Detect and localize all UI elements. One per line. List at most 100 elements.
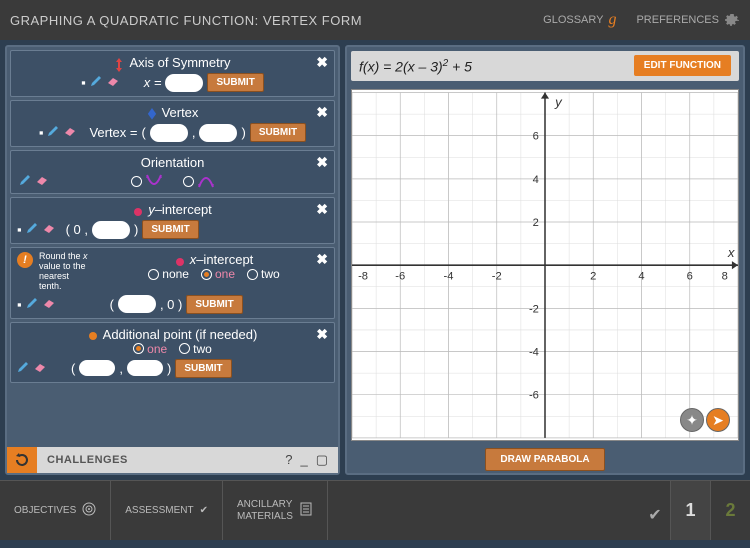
close-icon[interactable]: ✖ <box>316 154 328 171</box>
svg-text:2: 2 <box>590 270 596 282</box>
page-2-button[interactable]: 2 <box>710 481 750 540</box>
maximize-icon[interactable]: ▢ <box>316 452 328 468</box>
svg-text:6: 6 <box>687 270 693 282</box>
vertex-panel: ✖ Vertex ▪ Vertex = ( , <box>10 100 335 147</box>
refresh-button[interactable] <box>7 447 37 473</box>
axis-input[interactable] <box>165 74 203 92</box>
eraser-icon[interactable] <box>33 361 47 376</box>
axis-panel: ✖ Axis of Symmetry ▪ x = SUBMIT <box>10 50 335 97</box>
objectives-tab[interactable]: OBJECTIVES <box>0 481 111 540</box>
xint-submit-button[interactable]: SUBMIT <box>186 295 242 314</box>
xintercept-panel: ✖ ! Round the x value to the nearest ten… <box>10 247 335 319</box>
xint-two-option[interactable]: two <box>247 267 280 281</box>
orientation-down-option[interactable] <box>183 173 215 189</box>
eraser-icon[interactable] <box>42 297 56 312</box>
eraser-icon[interactable] <box>35 174 49 189</box>
check-column: ✔ <box>640 497 670 525</box>
assessment-tab[interactable]: ASSESSMENT ✔ <box>111 481 223 540</box>
vertex-y-input[interactable] <box>199 124 237 142</box>
pencil-icon[interactable] <box>26 222 38 237</box>
eraser-icon[interactable] <box>106 75 120 90</box>
pencil-icon[interactable] <box>17 361 29 376</box>
glossary-icon: g <box>608 11 616 29</box>
svg-text:-2: -2 <box>529 303 539 315</box>
vertex-submit-button[interactable]: SUBMIT <box>250 123 306 142</box>
addpt-y-input[interactable] <box>127 360 163 376</box>
list-icon[interactable]: ▪ <box>81 75 86 90</box>
pencil-icon[interactable] <box>47 125 59 140</box>
svg-text:-8: -8 <box>358 270 368 282</box>
xint-none-option[interactable]: none <box>148 267 189 281</box>
svg-text:x: x <box>727 245 735 260</box>
list-icon[interactable]: ▪ <box>17 297 22 312</box>
challenges-bar[interactable]: CHALLENGES ? _ ▢ <box>37 447 338 473</box>
glossary-button[interactable]: GLOSSARY g <box>543 11 616 29</box>
xint-input[interactable] <box>118 295 156 313</box>
addpt-two-option[interactable]: two <box>179 342 212 356</box>
pencil-icon[interactable] <box>26 297 38 312</box>
pencil-icon[interactable] <box>90 75 102 90</box>
addpt-marker-icon <box>88 329 98 339</box>
input-panel: ✖ Axis of Symmetry ▪ x = SUBMIT <box>5 45 340 475</box>
close-icon[interactable]: ✖ <box>316 104 328 121</box>
orientation-up-option[interactable] <box>131 173 163 189</box>
equation-display: f(x) = 2(x – 3)2 + 5 <box>359 58 634 75</box>
draw-parabola-button[interactable]: DRAW PARABOLA <box>485 448 604 471</box>
close-icon[interactable]: ✖ <box>316 326 328 343</box>
svg-text:-4: -4 <box>444 270 454 282</box>
svg-text:8: 8 <box>722 270 728 282</box>
orientation-panel: ✖ Orientation <box>10 150 335 194</box>
yint-input[interactable] <box>92 221 130 239</box>
help-icon[interactable]: ? <box>285 452 292 468</box>
eraser-icon[interactable] <box>63 125 77 140</box>
gear-icon <box>724 12 740 28</box>
axis-title: Axis of Symmetry <box>129 55 230 70</box>
vertex-title: Vertex <box>162 105 199 120</box>
axis-marker-icon <box>114 58 124 68</box>
svg-text:4: 4 <box>638 270 644 282</box>
preferences-button[interactable]: PREFERENCES <box>636 12 740 28</box>
close-icon[interactable]: ✖ <box>316 201 328 218</box>
yint-submit-button[interactable]: SUBMIT <box>142 220 198 239</box>
svg-text:-4: -4 <box>529 346 539 358</box>
close-icon[interactable]: ✖ <box>316 251 328 268</box>
addpt-x-input[interactable] <box>79 360 115 376</box>
preferences-label: PREFERENCES <box>636 14 719 26</box>
close-icon[interactable]: ✖ <box>316 54 328 71</box>
svg-text:6: 6 <box>533 131 539 143</box>
svg-text:2: 2 <box>533 217 539 229</box>
orientation-title: Orientation <box>141 155 205 170</box>
parabola-down-icon <box>197 173 215 189</box>
vertex-x-input[interactable] <box>150 124 188 142</box>
page-title: GRAPHING A QUADRATIC FUNCTION: VERTEX FO… <box>10 13 523 28</box>
yint-marker-icon <box>133 205 143 215</box>
addpt-title: Additional point (if needed) <box>103 327 258 342</box>
addpt-one-option[interactable]: one <box>133 342 167 356</box>
addpt-submit-button[interactable]: SUBMIT <box>175 359 231 378</box>
challenges-label: CHALLENGES <box>47 454 285 466</box>
xint-one-option[interactable]: one <box>201 267 235 281</box>
zoom-button[interactable]: ✦ <box>680 408 704 432</box>
svg-text:-6: -6 <box>395 270 405 282</box>
axis-label: x = <box>144 75 162 90</box>
yintercept-panel: ✖ y–intercept ▪ ( 0 , ) SUBMIT <box>10 197 335 244</box>
svg-text:-2: -2 <box>492 270 502 282</box>
xint-marker-icon <box>175 255 185 265</box>
page-1-button[interactable]: 1 <box>670 481 710 540</box>
edit-function-button[interactable]: EDIT FUNCTION <box>634 55 731 76</box>
eraser-icon[interactable] <box>42 222 56 237</box>
vertex-label: Vertex = <box>89 125 137 140</box>
svg-text:4: 4 <box>533 174 539 186</box>
target-icon <box>82 502 96 519</box>
list-icon[interactable]: ▪ <box>17 222 22 237</box>
ancillary-tab[interactable]: ANCILLARYMATERIALS <box>223 481 328 540</box>
yint-title: y–intercept <box>148 202 212 217</box>
list-icon[interactable]: ▪ <box>39 125 44 140</box>
graph-area[interactable]: -6 -4 -2 2 4 6 -6 -4 -2 2 4 6 -8 8 x y ✦ ➤ <box>351 89 739 441</box>
svg-text:-6: -6 <box>529 390 539 402</box>
axis-submit-button[interactable]: SUBMIT <box>207 73 263 92</box>
minimize-icon[interactable]: _ <box>300 452 307 468</box>
svg-text:y: y <box>554 95 563 110</box>
pencil-icon[interactable] <box>19 174 31 189</box>
pointer-button[interactable]: ➤ <box>706 408 730 432</box>
